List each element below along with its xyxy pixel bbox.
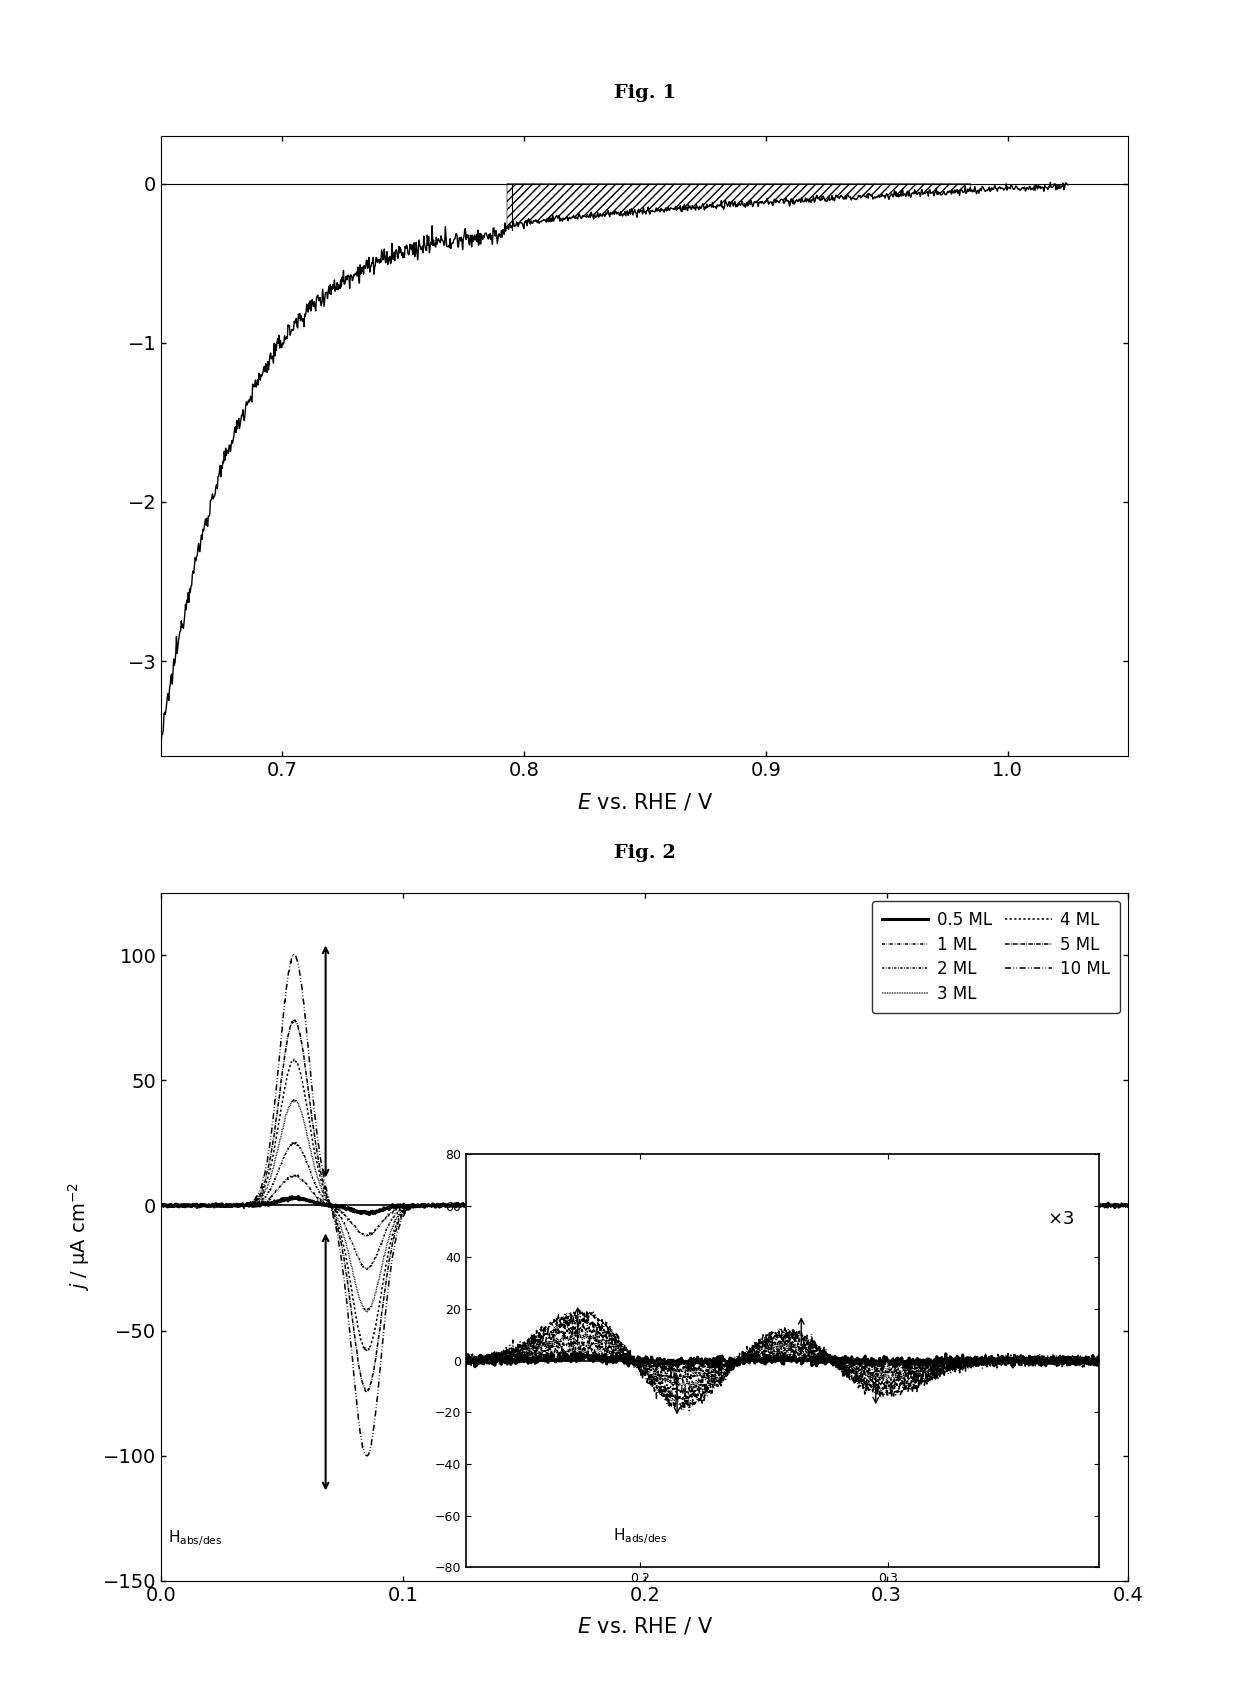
Text: Fig. 2: Fig. 2 — [614, 845, 676, 862]
Legend: 0.5 ML, 1 ML, 2 ML, 3 ML, 4 ML, 5 ML, 10 ML: 0.5 ML, 1 ML, 2 ML, 3 ML, 4 ML, 5 ML, 10… — [872, 901, 1120, 1013]
X-axis label: $\it{E}$ vs. RHE / V: $\it{E}$ vs. RHE / V — [577, 792, 713, 813]
X-axis label: $\it{E}$ vs. RHE / V: $\it{E}$ vs. RHE / V — [577, 1617, 713, 1637]
Y-axis label: $\it{j}$ / μA cm$^{-2}$: $\it{j}$ / μA cm$^{-2}$ — [66, 1182, 92, 1292]
Text: Fig. 1: Fig. 1 — [614, 85, 676, 102]
Text: H$_{\mathregular{abs/des}}$: H$_{\mathregular{abs/des}}$ — [169, 1528, 223, 1549]
